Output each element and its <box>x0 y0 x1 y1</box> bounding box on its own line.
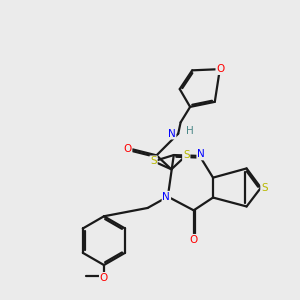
Text: O: O <box>123 144 131 154</box>
Text: O: O <box>190 235 198 245</box>
Text: S: S <box>150 156 157 166</box>
Text: O: O <box>100 273 108 283</box>
Text: N: N <box>197 149 205 160</box>
Text: O: O <box>216 64 225 74</box>
Text: N: N <box>163 192 170 202</box>
Text: S: S <box>261 183 268 193</box>
Text: N: N <box>168 129 176 139</box>
Text: S: S <box>183 150 190 160</box>
Text: H: H <box>186 126 194 136</box>
